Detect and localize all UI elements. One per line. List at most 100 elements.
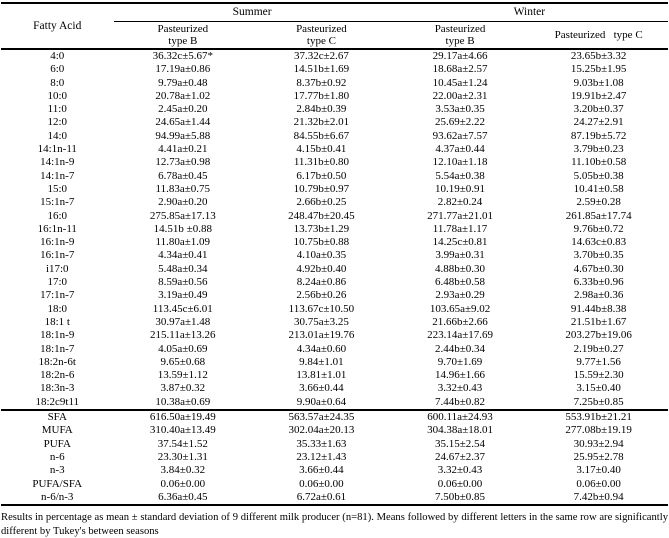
- value-cell: 0.06±0.00: [160, 477, 206, 490]
- fatty-acid-label: 14:1n-9: [40, 156, 75, 169]
- table-row: 12:0 24.65a±1.44 21.32b±2.01 25.69±2.22 24.2…: [1, 116, 668, 129]
- value-cell: 3.32±0.43: [437, 464, 483, 477]
- fatty-acid-label: 15:0: [47, 182, 68, 195]
- value-cell: 23.30±1.31: [157, 450, 208, 463]
- value-cell: 600.11a±24.93: [390, 408, 530, 425]
- table-row: MUFA 310.40a±13.49 302.04a±20.13 304.38a±18…: [1, 424, 668, 437]
- value-cell: 9.77±1.56: [576, 355, 621, 368]
- value-cell: 8.59a±0.56: [158, 276, 208, 289]
- value-cell: 616.50a±19.49: [113, 408, 253, 425]
- column-header-winter-type-c: Pasteurized type C: [529, 21, 668, 50]
- value-cell: 6.36a±0.45: [158, 490, 208, 503]
- value-cell: 17.77b±1.80: [293, 89, 350, 102]
- value-cell: 271.77a±21.01: [427, 209, 493, 222]
- fatty-acid-label: 17:0: [47, 276, 68, 289]
- fatty-acid-label: 18:3n-3: [40, 382, 75, 395]
- fatty-acid-label: 11:0: [47, 103, 67, 116]
- value-cell: 8.37b±0.92: [296, 76, 347, 89]
- table-row: 4:0 36.32c±5.67* 37.32c±2.67 29.17a±4.66 23.…: [1, 49, 668, 63]
- fatty-acid-label: n-3: [49, 464, 65, 477]
- value-cell: 3.53a±0.35: [435, 103, 485, 116]
- fatty-acid-label: 12:0: [47, 116, 68, 129]
- table-row: 14:1n-9 12.73a±0.98 11.31b±0.80 12.10a±1.18…: [1, 156, 668, 169]
- table-row: 18:1n-9 215.11a±13.26 213.01a±19.76 223.14a…: [1, 329, 668, 342]
- fatty-acid-label: 18:2c9t11: [35, 395, 80, 408]
- table-row: 18:3n-3 3.87±0.32 3.66±0.44 3.32±0.43 3.15±0…: [1, 382, 668, 395]
- value-cell: 223.14a±17.69: [427, 329, 493, 342]
- value-cell: 3.66±0.44: [299, 464, 344, 477]
- value-cell: 8.24a±0.86: [296, 276, 347, 289]
- value-cell: 4.37a±0.44: [435, 143, 485, 156]
- value-cell: 24.65a±1.44: [155, 116, 211, 129]
- value-cell: 261.85a±17.74: [565, 209, 632, 222]
- table-row: 14:0 94.99a±5.88 84.55b±6.67 93.62a±7.57 87.…: [1, 130, 668, 143]
- value-cell: 3.66±0.44: [299, 382, 344, 395]
- value-cell: 2.59±0.28: [576, 196, 621, 209]
- value-cell: 4.41a±0.21: [158, 143, 208, 156]
- table-row: 10:0 20.78a±1.02 17.77b±1.80 22.00a±2.31 19.…: [1, 90, 668, 103]
- value-cell: 4.10a±0.35: [296, 249, 347, 262]
- fatty-acid-label: 14:1n-7: [40, 169, 75, 182]
- value-cell: 9.90a±0.64: [296, 395, 347, 408]
- table-row: 18:1 t 30.97a±1.48 30.75a±3.25 21.66b±2.66 2…: [1, 316, 668, 329]
- table-row: 17:0 8.59a±0.56 8.24a±0.86 6.48b±0.58 6.33b±…: [1, 276, 668, 289]
- table-row: 6:0 17.19a±0.86 14.51b±1.69 18.68a±2.57 15.2…: [1, 63, 668, 76]
- table-header: Fatty Acid Summer Winter Pasteurized typ…: [1, 3, 668, 50]
- fatty-acid-label: 18:1n-7: [40, 342, 75, 355]
- value-cell: 11.10b±0.58: [571, 156, 627, 169]
- value-cell: 14.51b±1.69: [293, 63, 350, 76]
- fatty-acid-label: 18:2n-6: [40, 369, 75, 382]
- value-cell: 30.97a±1.48: [155, 315, 211, 328]
- value-cell: 3.15±0.40: [576, 382, 621, 395]
- value-cell: 21.32b±2.01: [293, 116, 350, 129]
- value-cell: 84.55b±6.67: [293, 129, 350, 142]
- value-cell: 4.88b±0.30: [435, 262, 486, 275]
- value-cell: 3.87±0.32: [160, 382, 206, 395]
- value-cell: 9.79a±0.48: [158, 76, 208, 89]
- table-row: 15:0 11.83a±0.75 10.79b±0.97 10.19±0.91 10.4…: [1, 183, 668, 196]
- value-cell: 203.27b±19.06: [565, 329, 632, 342]
- value-cell: 213.01a±19.76: [288, 329, 355, 342]
- value-cell: 15.25b±1.95: [570, 63, 627, 76]
- table-row: 17:1n-7 3.19a±0.49 2.56b±0.26 2.93a±0.29 2.9…: [1, 289, 668, 302]
- value-cell: 0.06±0.00: [576, 477, 621, 490]
- value-cell: 9.76b±0.72: [573, 222, 624, 235]
- fatty-acid-label: 18:1n-9: [40, 329, 75, 342]
- value-cell: 5.05b±0.38: [573, 169, 624, 182]
- fatty-acid-label: 14:0: [47, 129, 68, 142]
- value-cell: 248.47b±20.45: [288, 209, 355, 222]
- value-cell: 24.27±2.91: [573, 116, 624, 129]
- season-group-row: Fatty Acid Summer Winter: [1, 3, 668, 50]
- table-row: 16:0 275.85a±17.13 248.47b±20.45 271.77a±21…: [1, 210, 668, 223]
- value-cell: 87.19b±5.72: [570, 129, 627, 142]
- value-cell: 3.17±0.40: [576, 464, 621, 477]
- value-cell: 25.95±2.78: [573, 450, 624, 463]
- value-cell: 11.31b±0.80: [293, 156, 349, 169]
- value-cell: 0.06±0.00: [437, 477, 483, 490]
- value-cell: 10.45a±1.24: [432, 76, 488, 89]
- header-line: Pasteurized: [296, 22, 347, 35]
- value-cell: 4.92b±0.40: [296, 262, 347, 275]
- table-row: 14:1n-11 4.41a±0.21 4.15b±0.41 4.37a±0.44 3.…: [1, 143, 668, 156]
- value-cell: 5.48a±0.34: [158, 262, 208, 275]
- table-row: 18:0 113.45c±6.01 113.67c±10.50 103.65a±9.0…: [1, 303, 668, 316]
- value-cell: 6.72a±0.61: [296, 490, 347, 503]
- fatty-acid-label: 16:1n-7: [40, 249, 75, 262]
- table-row: PUFA/SFA 0.06±0.00 0.06±0.00 0.06±0.00 0.06±…: [1, 478, 668, 491]
- value-cell: 2.45a±0.20: [158, 103, 208, 116]
- table-row: SFA 616.50a±19.49 563.57a±24.35 600.11a±24.…: [1, 408, 668, 425]
- column-group-winter: Winter: [390, 3, 668, 22]
- value-cell: 30.75a±3.25: [293, 315, 349, 328]
- value-cell: 9.03b±1.08: [573, 76, 624, 89]
- value-cell: 2.98a±0.36: [573, 289, 624, 302]
- table-row: 15:1n-7 2.90a±0.20 2.66b±0.25 2.82±0.24 2.59…: [1, 196, 668, 209]
- value-cell: 6.78a±0.45: [158, 169, 208, 182]
- value-cell: 7.44b±0.82: [435, 395, 486, 408]
- value-cell: 37.32c±2.67: [293, 50, 349, 62]
- fatty-acid-label: 17:1n-7: [40, 289, 75, 302]
- value-cell: 2.90a±0.20: [158, 196, 208, 209]
- value-cell: 310.40a±13.49: [149, 424, 216, 437]
- fatty-acid-label: 18:2n-6t: [38, 355, 76, 368]
- header-line: type B: [168, 35, 198, 47]
